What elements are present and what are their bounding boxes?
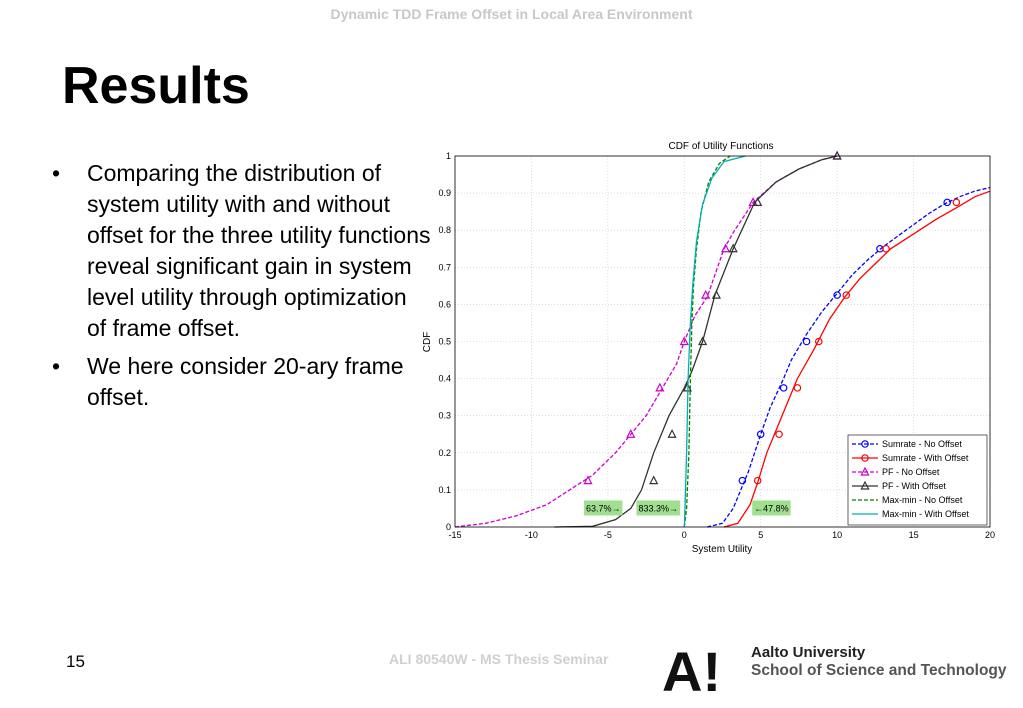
circle-marker bbox=[861, 454, 869, 462]
circle-marker bbox=[943, 198, 952, 207]
legend-label: Max-min - No Offset bbox=[882, 495, 963, 505]
circle-marker bbox=[952, 198, 961, 207]
university-name: Aalto University bbox=[751, 644, 866, 661]
annotation-box bbox=[752, 500, 791, 516]
series-line bbox=[723, 190, 991, 528]
header-title: Dynamic TDD Frame Offset in Local Area E… bbox=[330, 6, 693, 22]
series-line bbox=[554, 155, 838, 528]
y-tick-label: 0 bbox=[446, 522, 451, 532]
legend-box bbox=[847, 434, 988, 526]
cdf-chart: CDF of Utility Functions -15 -10 -5 0 5 10 15 2… bbox=[422, 141, 995, 555]
circle-marker bbox=[756, 430, 765, 439]
series-line bbox=[683, 155, 746, 528]
school-name: School of Science and Technology bbox=[751, 662, 1007, 679]
x-tick-label: -5 bbox=[604, 530, 612, 540]
x-tick-label: 10 bbox=[832, 530, 842, 540]
annotation-label: 833.3%→ bbox=[639, 503, 679, 513]
circle-marker bbox=[882, 244, 890, 253]
slide-title: Results bbox=[62, 57, 250, 115]
triangle-marker bbox=[860, 480, 870, 490]
plot-frame bbox=[454, 155, 991, 528]
y-tick-label: 0.4 bbox=[438, 374, 451, 384]
x-axis-label: System Utility bbox=[692, 544, 753, 555]
triangle-marker bbox=[720, 243, 731, 253]
circle-marker bbox=[814, 337, 823, 346]
y-tick-label: 0.1 bbox=[438, 485, 451, 495]
triangle-marker bbox=[655, 382, 665, 392]
y-tick-label: 0.3 bbox=[438, 411, 451, 421]
circle-marker bbox=[861, 440, 869, 448]
x-tick-label: 20 bbox=[985, 530, 995, 540]
circle-marker bbox=[753, 476, 762, 485]
y-tick-label: 0.5 bbox=[438, 337, 451, 347]
chart-ticks: -15 -10 -5 0 5 10 15 20 0 0.1 0.2 0.3 0.4 0.5 0.6 0.7 0.… bbox=[438, 151, 995, 540]
aalto-logo-letters: A! bbox=[662, 645, 721, 695]
bullet-item: • Comparing the distribution of system u… bbox=[52, 158, 432, 344]
chart-series bbox=[454, 150, 991, 528]
footer-course: ALI 80540W - MS Thesis Seminar bbox=[389, 651, 609, 667]
chart-annotations: 63.7%→ 833.3%→ ←47.8% bbox=[584, 500, 791, 516]
y-tick-label: 0.7 bbox=[438, 262, 451, 272]
circle-marker bbox=[738, 476, 747, 485]
triangle-marker bbox=[728, 243, 738, 253]
triangle-marker bbox=[667, 428, 677, 438]
bullet-item: • We here consider 20-ary frame offset. bbox=[52, 351, 432, 413]
chart-legend: Sumrate - No Offset Sumrate - With Offset… bbox=[847, 434, 988, 526]
y-tick-label: 1 bbox=[446, 151, 451, 161]
aalto-logo: A! bbox=[662, 645, 721, 695]
x-tick-label: -15 bbox=[448, 530, 461, 540]
triangle-marker bbox=[753, 197, 763, 206]
page-number: 15 bbox=[66, 652, 85, 671]
y-tick-label: 0.6 bbox=[438, 299, 451, 309]
triangle-marker bbox=[626, 428, 636, 438]
x-tick-label: 15 bbox=[909, 530, 919, 540]
y-tick-label: 0.8 bbox=[438, 225, 451, 235]
legend-label: PF - With Offset bbox=[882, 481, 946, 491]
triangle-marker bbox=[701, 289, 711, 299]
bullet-glyph: • bbox=[52, 160, 61, 186]
bullet-text: We here consider 20-ary frame offset. bbox=[87, 353, 404, 410]
y-axis-label: CDF bbox=[422, 332, 433, 353]
triangle-marker bbox=[583, 475, 593, 485]
chart-title: CDF of Utility Functions bbox=[668, 141, 773, 152]
annotation-label: ←47.8% bbox=[754, 503, 789, 513]
triangle-marker bbox=[860, 466, 870, 476]
circle-marker bbox=[793, 384, 802, 392]
annotation-box bbox=[584, 500, 623, 516]
legend-label: Sumrate - With Offset bbox=[882, 453, 969, 463]
legend-label: Max-min - With Offset bbox=[882, 509, 969, 519]
bullet-text: Comparing the distribution of system uti… bbox=[87, 160, 431, 341]
triangle-marker bbox=[832, 150, 842, 160]
y-tick-label: 0.2 bbox=[438, 448, 451, 458]
x-tick-label: -10 bbox=[525, 530, 538, 540]
triangle-marker bbox=[649, 475, 659, 485]
circle-marker bbox=[833, 291, 841, 299]
triangle-marker bbox=[698, 336, 708, 346]
circle-marker bbox=[842, 291, 851, 299]
legend-label: PF - No Offset bbox=[882, 467, 940, 477]
bullet-list: • Comparing the distribution of system u… bbox=[52, 158, 432, 420]
legend-label: Sumrate - No Offset bbox=[882, 439, 962, 449]
y-tick-label: 0.9 bbox=[438, 188, 451, 198]
x-tick-label: 5 bbox=[758, 530, 763, 540]
circle-marker bbox=[775, 430, 783, 439]
bullet-glyph: • bbox=[52, 353, 61, 379]
circle-marker bbox=[779, 384, 788, 392]
x-tick-label: 0 bbox=[682, 530, 687, 540]
series-line bbox=[683, 155, 731, 528]
annotation-box bbox=[636, 500, 681, 516]
triangle-marker bbox=[679, 336, 689, 346]
circle-marker bbox=[802, 337, 811, 346]
annotation-label: 63.7%→ bbox=[586, 503, 621, 513]
triangle-marker bbox=[711, 289, 721, 299]
